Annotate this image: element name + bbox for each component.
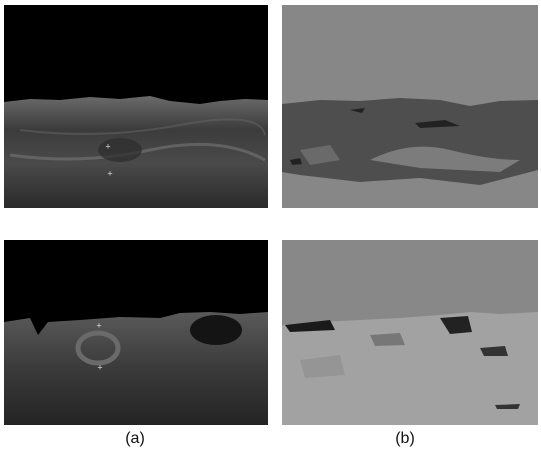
segmentation-bottom: [282, 240, 538, 425]
caption: (a): [105, 430, 165, 448]
svg-text:+: +: [107, 168, 112, 178]
ultrasound-top: + +: [4, 5, 268, 208]
caption: (b): [375, 430, 435, 448]
svg-text:+: +: [105, 141, 110, 151]
segmentation-top: [282, 5, 538, 208]
svg-text:+: +: [96, 320, 101, 330]
svg-text:+: +: [97, 362, 102, 372]
figure: + + + + (a) (b): [0, 0, 541, 456]
ultrasound-bottom: + +: [4, 240, 268, 425]
figure-panels: + + + +: [0, 0, 541, 430]
